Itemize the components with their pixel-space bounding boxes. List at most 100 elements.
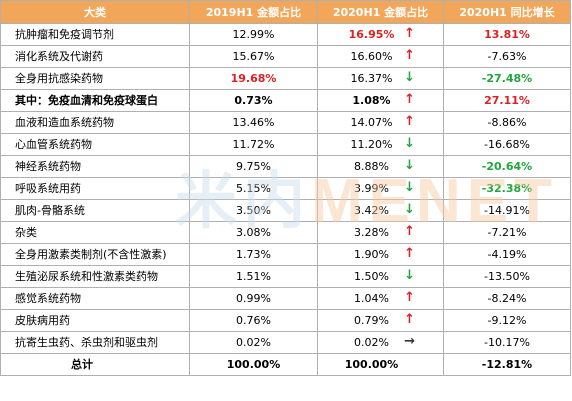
category-cell: 神经系统药物 [0, 155, 190, 178]
share-2020-cell: 16.95% ↑ [317, 23, 444, 46]
table-row: 皮肤病用药 0.76% 0.79% ↑ -9.12% [0, 309, 571, 332]
share-2020-cell: 1.90% ↑ [317, 243, 444, 266]
growth-value: -20.64% [481, 160, 533, 173]
share-2019-value: 0.73% [234, 94, 273, 107]
share-2020-cell: 1.50% ↓ [317, 265, 444, 288]
table-row: 血液和造血系统药物 13.46% 14.07% ↑ -8.86% [0, 111, 571, 134]
category-cell: 全身用激素类制剂(不含性激素) [0, 243, 190, 266]
share-2019-value: 1.73% [236, 248, 271, 261]
growth-value: -7.63% [487, 50, 527, 63]
table-row: 肌肉-骨骼系统 3.50% 3.42% ↓ -14.91% [0, 199, 571, 222]
share-2020-cell: 16.60% ↑ [317, 45, 444, 68]
growth-cell: -12.81% [443, 353, 571, 376]
table-row: 全身用激素类制剂(不含性激素) 1.73% 1.90% ↑ -4.19% [0, 243, 571, 266]
share-2020-value: 3.42% [354, 204, 389, 217]
category-cell: 血液和造血系统药物 [0, 111, 190, 134]
share-2019-cell: 1.73% [189, 243, 318, 266]
growth-value: -7.21% [487, 226, 527, 239]
share-2019-value: 1.51% [236, 270, 271, 283]
share-2019-cell: 5.15% [189, 177, 318, 200]
table-row: 消化系统及代谢药 15.67% 16.60% ↑ -7.63% [0, 45, 571, 68]
share-2020-value: 3.99% [354, 182, 389, 195]
share-2020-cell: 16.37% ↓ [317, 67, 444, 90]
growth-cell: -32.38% [443, 177, 571, 200]
arrow-up-icon: ↑ [404, 48, 415, 63]
share-2019-value: 12.99% [232, 28, 275, 41]
share-2020-cell: 3.99% ↓ [317, 177, 444, 200]
share-2019-cell: 13.46% [189, 111, 318, 134]
share-2019-value: 3.08% [236, 226, 271, 239]
share-2019-value: 5.15% [236, 182, 271, 195]
share-2019-cell: 11.72% [189, 133, 318, 156]
category-cell: 生殖泌尿系统和性激素类药物 [0, 265, 190, 288]
arrow-up-icon: ↑ [404, 26, 415, 41]
growth-cell: 27.11% [443, 89, 571, 112]
share-2019-value: 0.99% [236, 292, 271, 305]
growth-cell: -14.91% [443, 199, 571, 222]
table-row: 神经系统药物 9.75% 8.88% ↓ -20.64% [0, 155, 571, 178]
share-2020-cell: 3.28% ↑ [317, 221, 444, 244]
share-2020-cell: 1.08% ↑ [317, 89, 444, 112]
header-row: 大类 2019H1 金额占比 2020H1 金额占比 2020H1 同比增长 [0, 0, 571, 24]
share-2020-value: 1.50% [354, 270, 389, 283]
table-row: 呼吸系统用药 5.15% 3.99% ↓ -32.38% [0, 177, 571, 200]
growth-cell: -8.24% [443, 287, 571, 310]
growth-value: -4.19% [487, 248, 527, 261]
share-2019-cell: 3.08% [189, 221, 318, 244]
category-cell: 杂类 [0, 221, 190, 244]
growth-value: -16.68% [484, 138, 530, 151]
table-row: 抗寄生虫药、杀虫剂和驱虫剂 0.02% 0.02% → -10.17% [0, 331, 571, 354]
category-cell: 心血管系统药物 [0, 133, 190, 156]
growth-value: -10.17% [484, 336, 530, 349]
share-2019-value: 19.68% [230, 72, 277, 85]
total-row: 总计 100.00% 100.00% -12.81% [0, 353, 571, 376]
share-2020-value: 16.95% [348, 28, 395, 41]
share-2019-cell: 0.76% [189, 309, 318, 332]
share-2020-cell: 1.04% ↑ [317, 287, 444, 310]
share-2020-value: 14.07% [350, 116, 393, 129]
share-2020-cell: 8.88% ↓ [317, 155, 444, 178]
category-cell: 全身用抗感染药物 [0, 67, 190, 90]
arrow-up-icon: ↑ [404, 114, 415, 129]
header-category: 大类 [0, 0, 190, 24]
growth-value: -14.91% [484, 204, 530, 217]
header-2020h1-share: 2020H1 金额占比 [317, 0, 444, 24]
arrow-down-icon: ↓ [404, 70, 415, 85]
table-row: 生殖泌尿系统和性激素类药物 1.51% 1.50% ↓ -13.50% [0, 265, 571, 288]
share-2020-value: 1.90% [354, 248, 389, 261]
share-2019-cell: 0.73% [189, 89, 318, 112]
growth-cell: -7.63% [443, 45, 571, 68]
growth-cell: -13.50% [443, 265, 571, 288]
growth-value: -13.50% [484, 270, 530, 283]
category-cell: 肌肉-骨骼系统 [0, 199, 190, 222]
category-cell: 感觉系统药物 [0, 287, 190, 310]
growth-cell: 13.81% [443, 23, 571, 46]
share-2019-cell: 3.50% [189, 199, 318, 222]
share-2019-cell: 1.51% [189, 265, 318, 288]
share-2020-value: 100.00% [344, 358, 399, 371]
share-2019-value: 11.72% [232, 138, 275, 151]
category-cell: 抗肿瘤和免疫调节剂 [0, 23, 190, 46]
growth-value: 27.11% [484, 94, 530, 107]
table-row: 感觉系统药物 0.99% 1.04% ↑ -8.24% [0, 287, 571, 310]
share-2020-cell: 3.42% ↓ [317, 199, 444, 222]
share-2020-value: 0.02% [354, 336, 389, 349]
share-2020-cell: 14.07% ↑ [317, 111, 444, 134]
growth-cell: -9.12% [443, 309, 571, 332]
growth-cell: -8.86% [443, 111, 571, 134]
share-2020-value: 8.88% [354, 160, 389, 173]
growth-cell: -20.64% [443, 155, 571, 178]
share-2019-cell: 15.67% [189, 45, 318, 68]
growth-cell: -16.68% [443, 133, 571, 156]
header-2019h1-share: 2019H1 金额占比 [189, 0, 318, 24]
share-2019-value: 9.75% [236, 160, 271, 173]
growth-cell: -4.19% [443, 243, 571, 266]
share-table: 大类 2019H1 金额占比 2020H1 金额占比 2020H1 同比增长 抗… [0, 0, 571, 376]
share-2019-cell: 0.02% [189, 331, 318, 354]
share-2020-value: 0.79% [354, 314, 389, 327]
table-row: 心血管系统药物 11.72% 11.20% ↓ -16.68% [0, 133, 571, 156]
arrow-up-icon: ↑ [404, 92, 415, 107]
table-row: 其中：免疫血清和免疫球蛋白 0.73% 1.08% ↑ 27.11% [0, 89, 571, 112]
share-2019-value: 0.02% [236, 336, 271, 349]
table-row: 杂类 3.08% 3.28% ↑ -7.21% [0, 221, 571, 244]
